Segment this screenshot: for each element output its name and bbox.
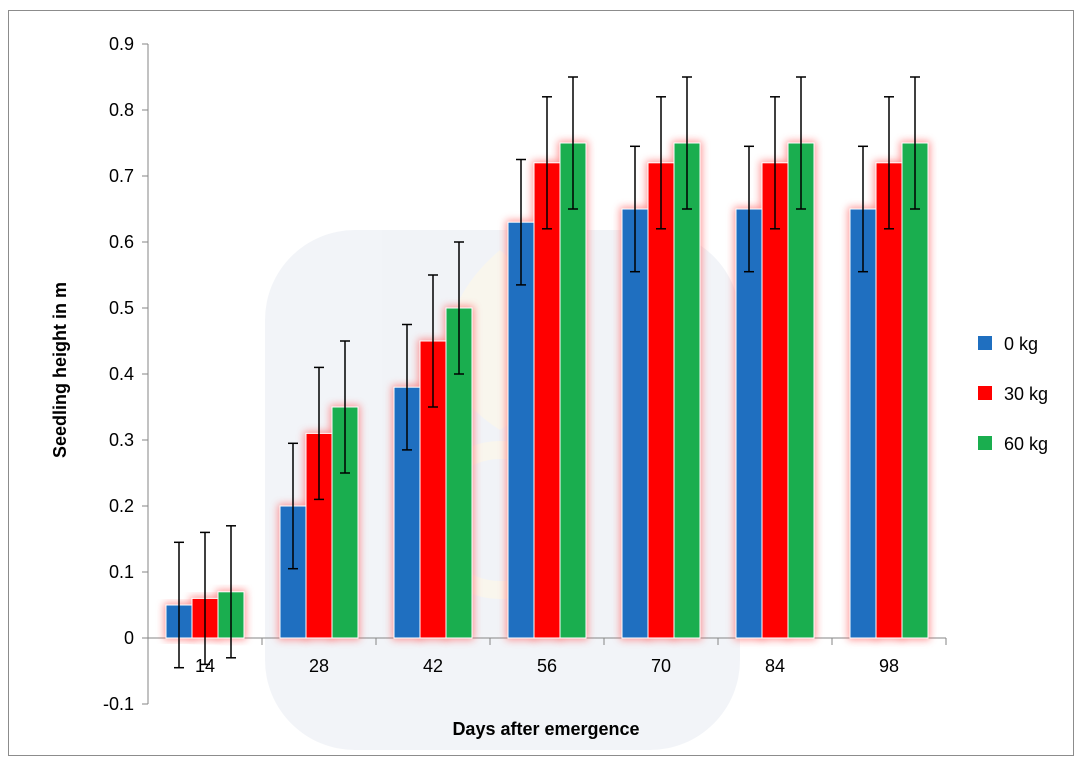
x-tick-label: 28	[309, 656, 329, 676]
y-tick-label: 0	[124, 628, 134, 648]
bar-60kg-84	[787, 142, 815, 639]
y-tick-label: 0.3	[109, 430, 134, 450]
y-tick-label: 0.7	[109, 166, 134, 186]
legend-label: 0 kg	[1004, 334, 1038, 354]
bar-0kg-98	[849, 208, 877, 639]
y-tick-label: 0.5	[109, 298, 134, 318]
x-tick-label: 98	[879, 656, 899, 676]
x-axis-title: Days after emergence	[452, 719, 639, 739]
y-tick-label: 0.6	[109, 232, 134, 252]
x-tick-label: 42	[423, 656, 443, 676]
legend-label: 60 kg	[1004, 434, 1048, 454]
legend-swatch	[978, 336, 992, 350]
y-tick-label: 0.1	[109, 562, 134, 582]
x-tick-label: 70	[651, 656, 671, 676]
bar-60kg-70	[673, 142, 701, 639]
legend-label: 30 kg	[1004, 384, 1048, 404]
legend: 0 kg 30 kg 60 kg	[978, 334, 1048, 454]
bar-0kg-70	[621, 208, 649, 639]
bar-30kg-70	[647, 162, 675, 639]
bar-0kg-84	[735, 208, 763, 639]
y-tick-label: -0.1	[103, 694, 134, 714]
x-tick-label: 84	[765, 656, 785, 676]
bar-60kg-98	[901, 142, 929, 639]
y-tick-label: 0.8	[109, 100, 134, 120]
y-tick-label: 0.2	[109, 496, 134, 516]
x-tick-label: 56	[537, 656, 557, 676]
bar-30kg-84	[761, 162, 789, 639]
y-axis-title: Seedling height in m	[50, 282, 70, 458]
y-tick-label: 0.4	[109, 364, 134, 384]
legend-swatch	[978, 436, 992, 450]
bar-60kg-56	[559, 142, 587, 639]
bar-30kg-98	[875, 162, 903, 639]
legend-swatch	[978, 386, 992, 400]
x-tick-label: 14	[195, 656, 215, 676]
y-tick-label: 0.9	[109, 34, 134, 54]
bar-30kg-56	[533, 162, 561, 639]
